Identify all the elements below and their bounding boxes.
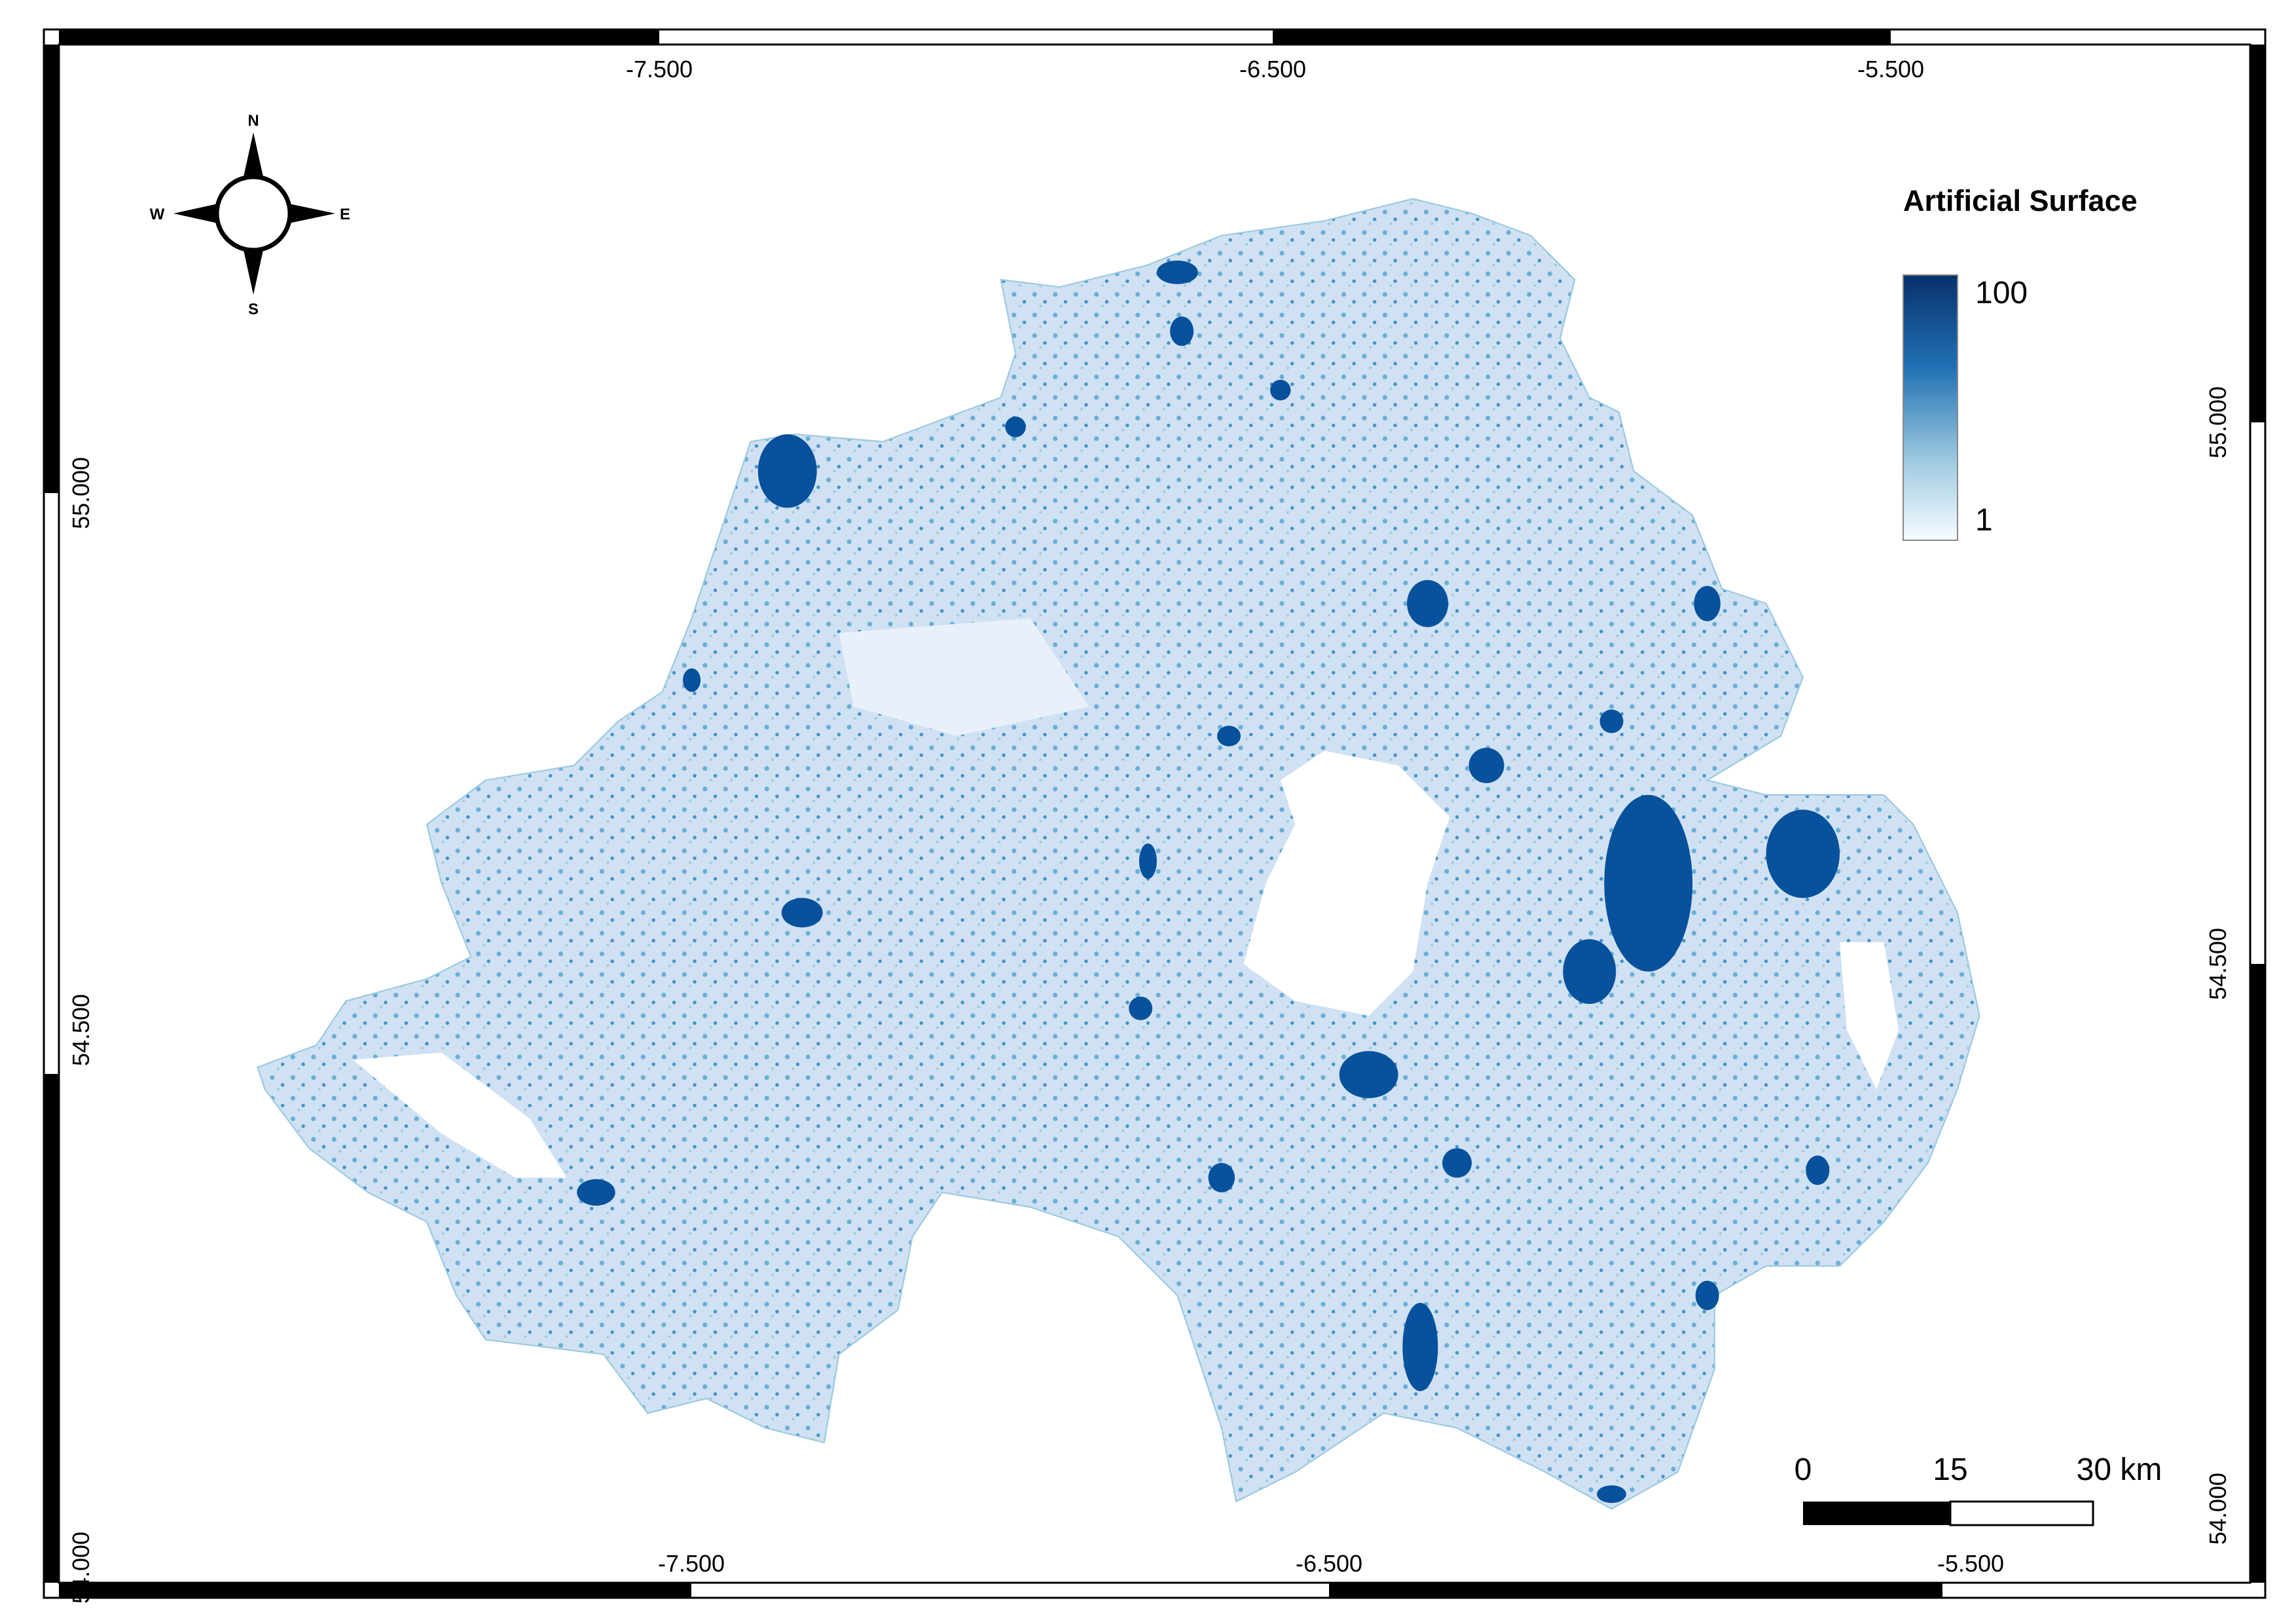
lat-label: 54.500 xyxy=(2204,928,2231,1000)
north-arrow: N S W E xyxy=(150,112,350,318)
compass-label: S xyxy=(248,301,259,318)
frame xyxy=(43,28,2267,1599)
legend: Artificial Surface 100 1 xyxy=(1903,184,2138,541)
compass-label: N xyxy=(247,112,259,130)
compass-label: E xyxy=(340,206,350,223)
compass-label: W xyxy=(150,206,165,223)
lat-label: 54.500 xyxy=(67,994,94,1066)
scale-bar: 0 15 30 km xyxy=(1795,1452,2162,1526)
land-raster xyxy=(256,198,1980,1510)
legend-max: 100 xyxy=(1975,276,2028,310)
lat-label: 55.000 xyxy=(67,457,94,529)
legend-min: 1 xyxy=(1975,503,1993,538)
lat-label: 54.000 xyxy=(67,1532,94,1604)
lon-label: -5.500 xyxy=(1857,56,1924,83)
scale-label: 30 km xyxy=(2077,1452,2162,1487)
scale-label: 0 xyxy=(1795,1452,1812,1487)
legend-title: Artificial Surface xyxy=(1903,184,2138,217)
scale-label: 15 xyxy=(1933,1452,1967,1487)
lon-label: -6.500 xyxy=(1296,1550,1362,1577)
lat-label: 55.000 xyxy=(2204,386,2231,458)
lon-label: -6.500 xyxy=(1239,56,1306,83)
color-ramp xyxy=(1903,274,1958,541)
lon-label: -7.500 xyxy=(658,1550,725,1577)
lon-label: -5.500 xyxy=(1937,1550,2004,1577)
lat-label: 54.000 xyxy=(2204,1473,2231,1545)
lon-label: -7.500 xyxy=(626,56,693,83)
